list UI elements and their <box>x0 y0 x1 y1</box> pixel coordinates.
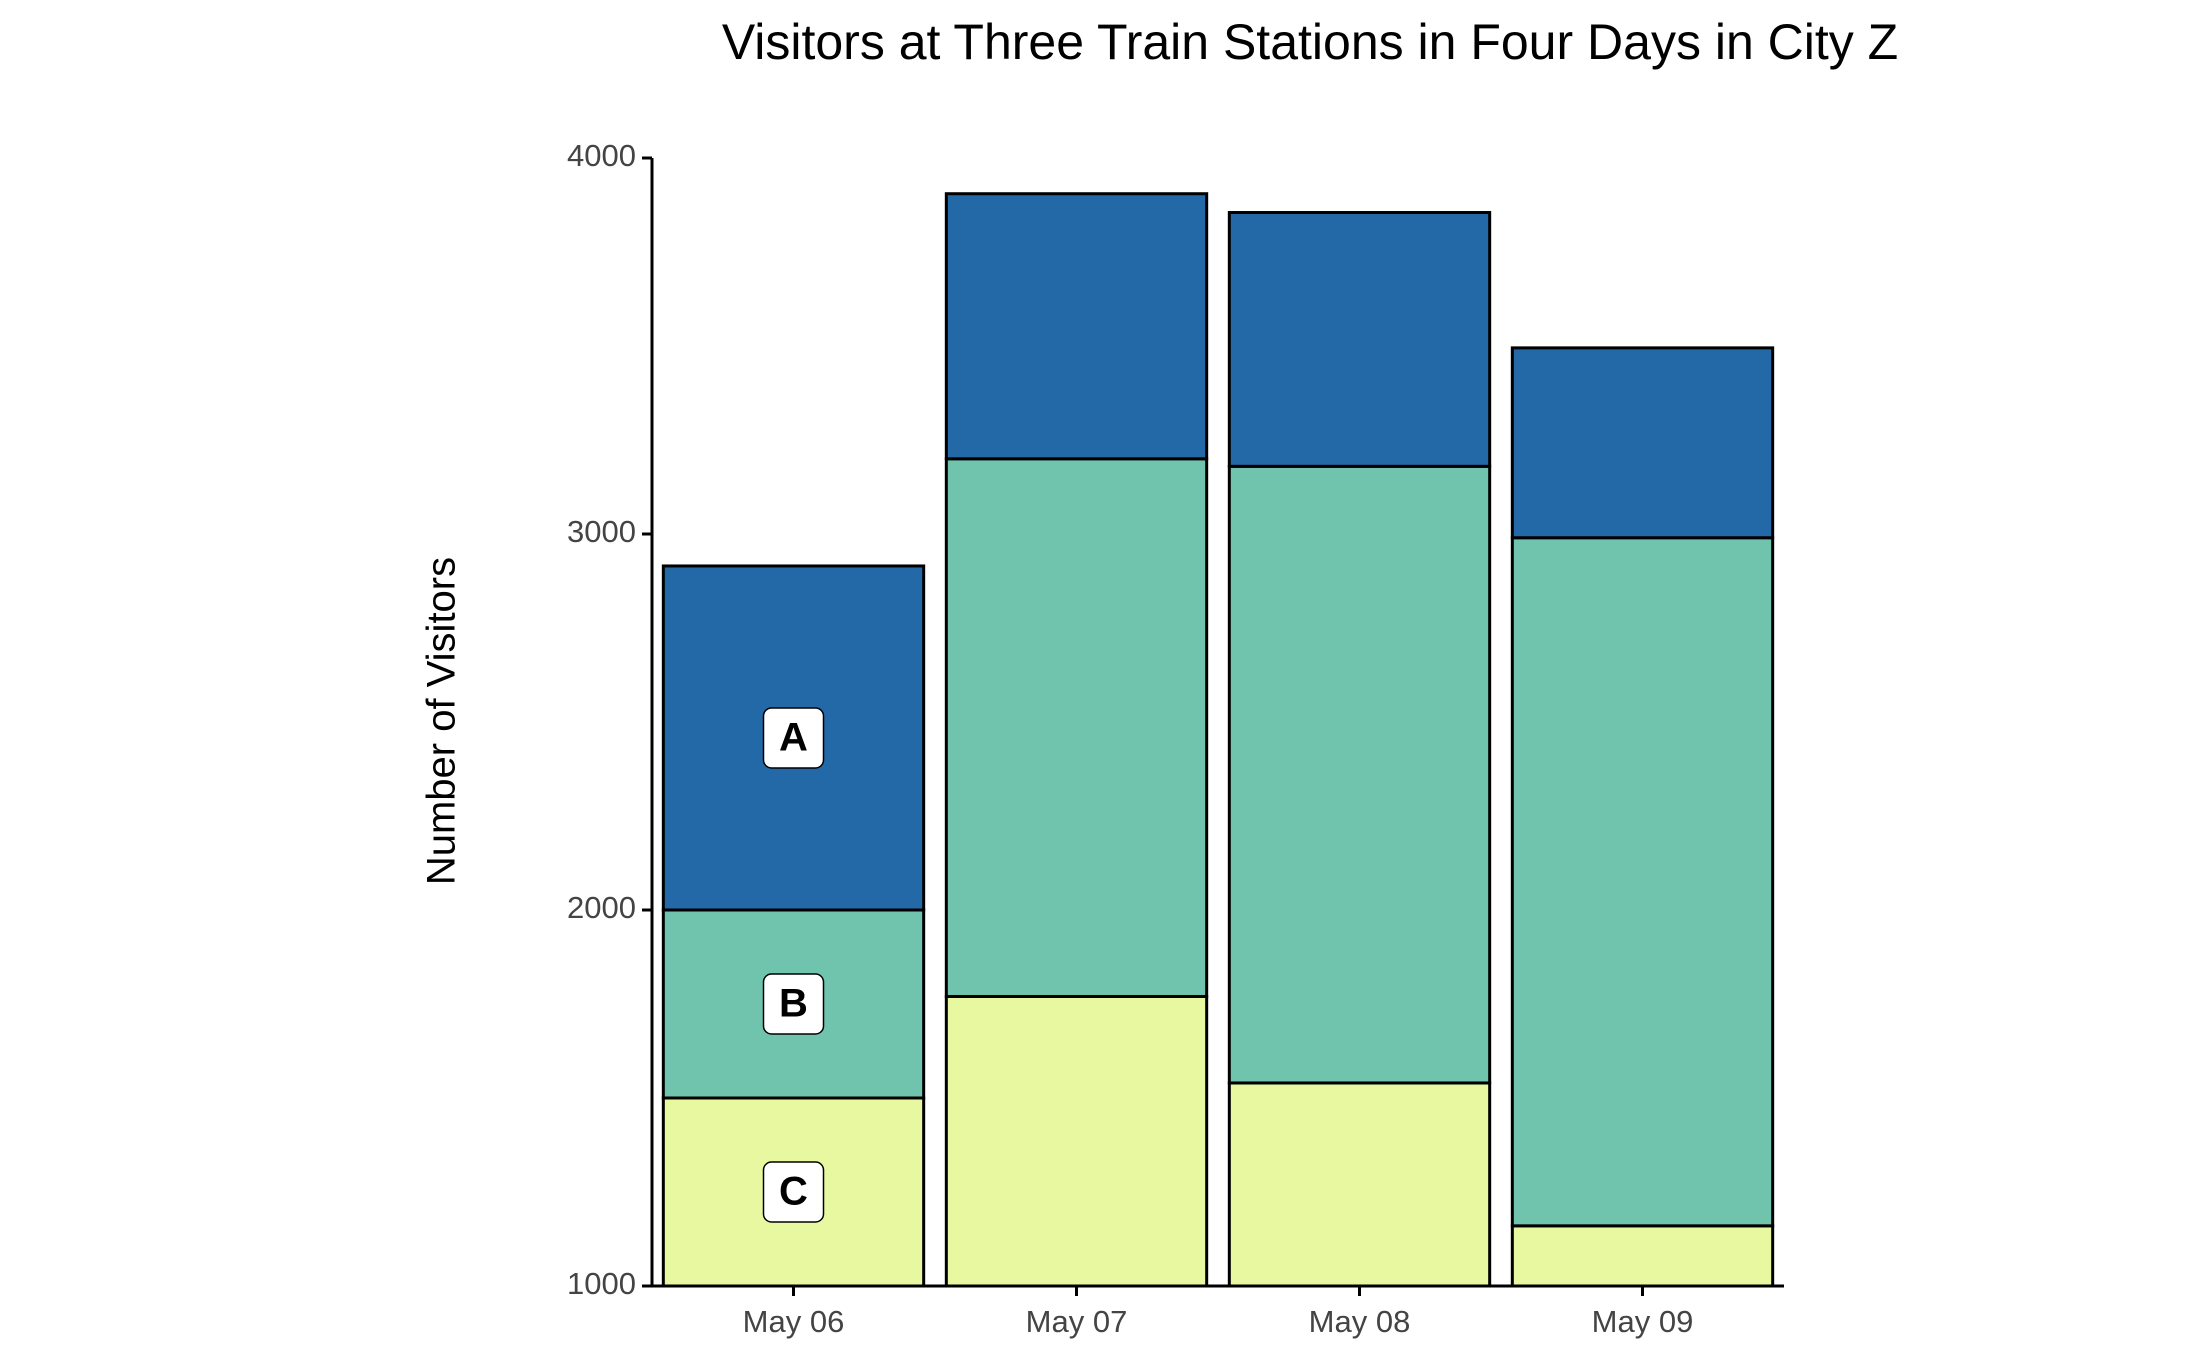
series-label: B <box>762 973 825 1035</box>
series-name: A <box>779 716 808 760</box>
series-name: C <box>779 1170 808 1214</box>
y-tick-label: 3000 <box>567 514 636 549</box>
series-label: A <box>762 707 825 769</box>
chart-title: Visitors at Three Train Stations in Four… <box>722 14 1898 70</box>
series-label: C <box>762 1161 825 1223</box>
x-tick-label: May 09 <box>1592 1304 1694 1339</box>
x-tick-label: May 08 <box>1309 1304 1411 1339</box>
label-box <box>762 1161 825 1223</box>
bar-segment <box>1227 1081 1492 1288</box>
bar-segment <box>1227 211 1492 468</box>
bar-segment <box>1510 346 1775 540</box>
x-tick-label: May 07 <box>1026 1304 1128 1339</box>
bar-segment <box>1227 464 1492 1085</box>
bar-segment <box>944 994 1209 1288</box>
bar-segment <box>944 457 1209 998</box>
y-tick-label: 1000 <box>567 1266 636 1301</box>
bar-segment <box>1510 536 1775 1228</box>
bar-segment <box>1510 1224 1775 1288</box>
bar-segment <box>944 192 1209 461</box>
label-box <box>762 973 825 1035</box>
x-tick-label: May 06 <box>743 1304 845 1339</box>
y-tick-label: 2000 <box>567 890 636 925</box>
label-box <box>762 707 825 769</box>
y-tick-label: 4000 <box>567 138 636 173</box>
y-axis-label: Number of Visitors <box>420 557 464 885</box>
series-name: B <box>779 982 808 1026</box>
